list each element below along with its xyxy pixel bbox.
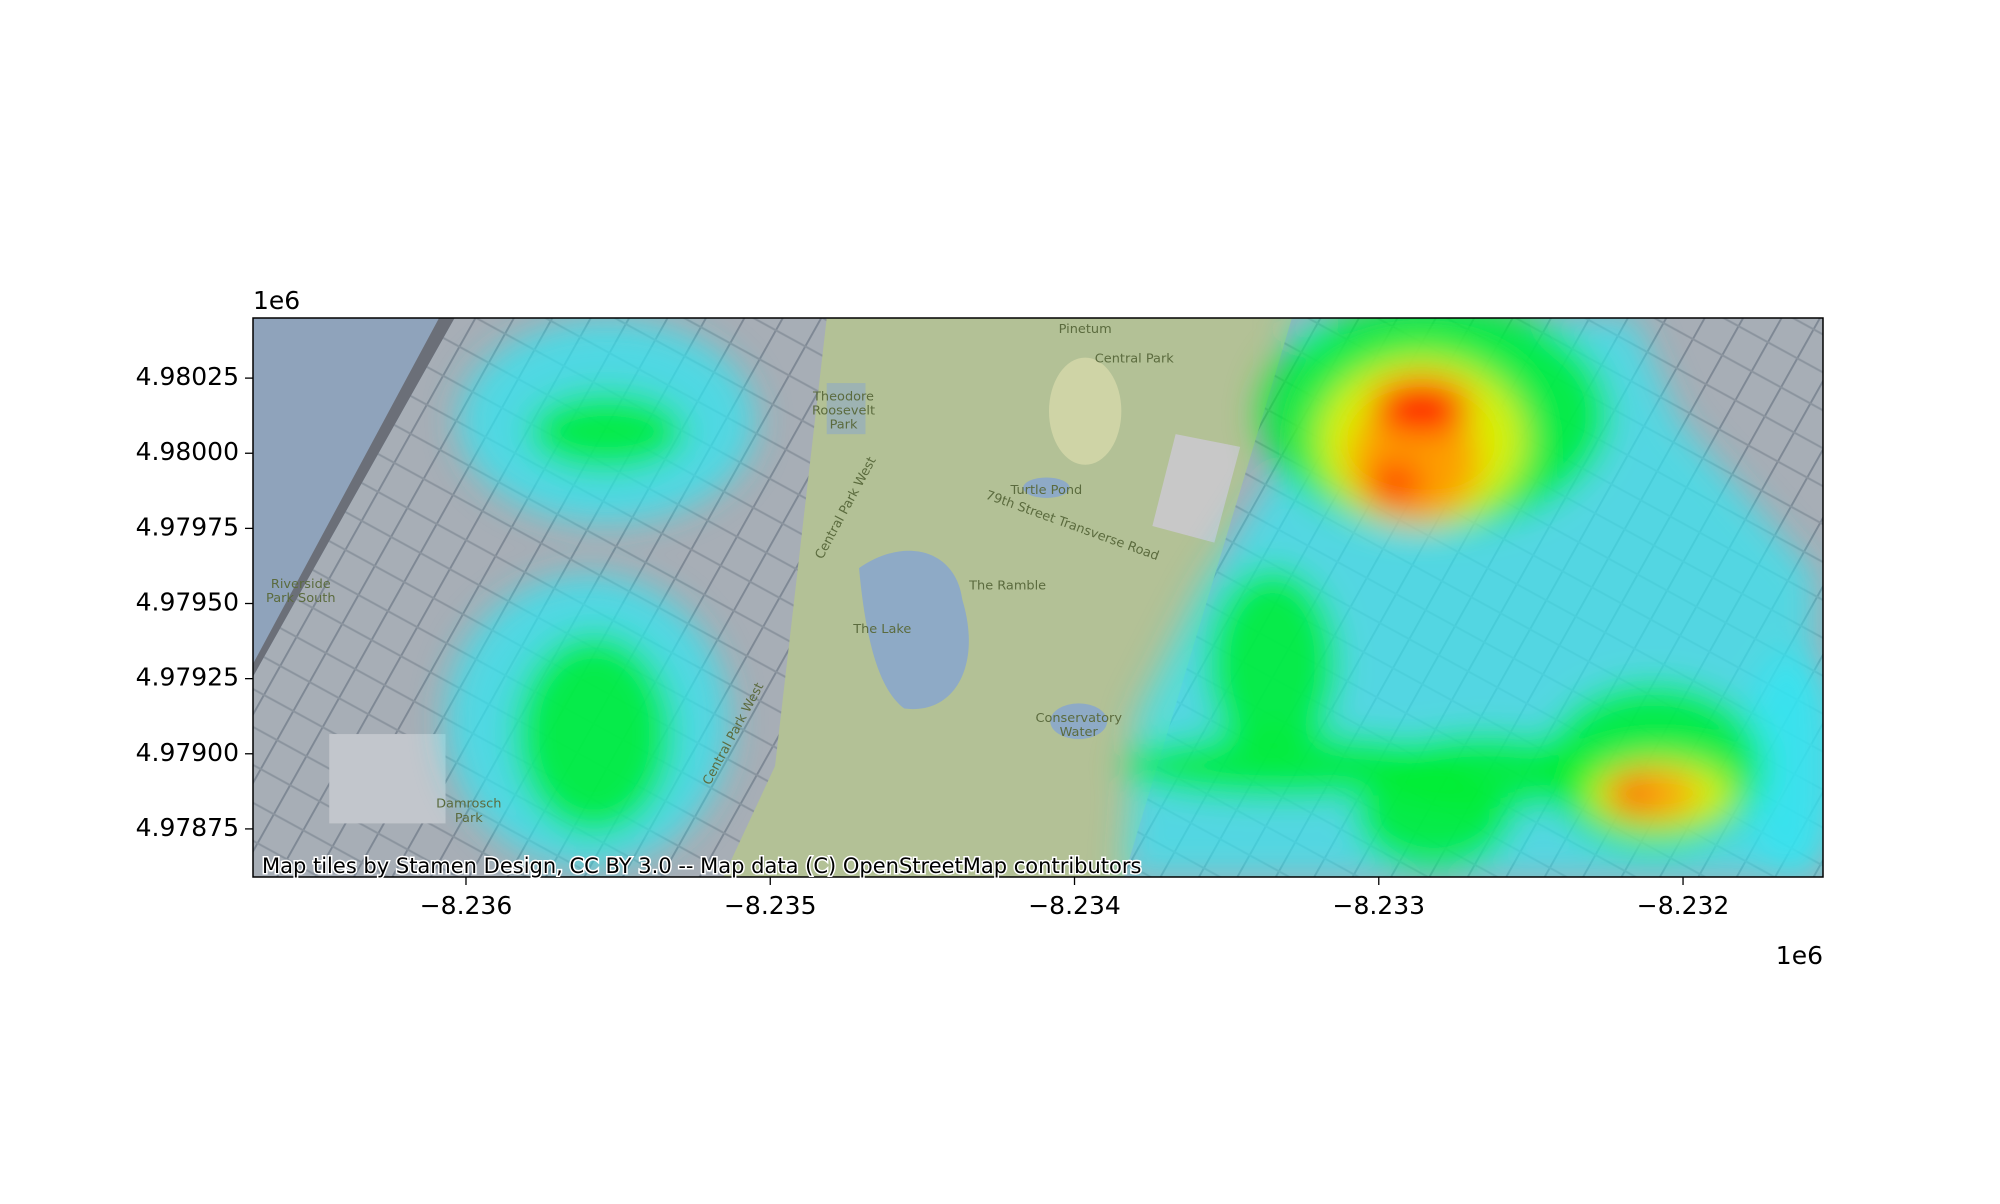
heat-blob	[1356, 765, 1512, 869]
y-tick-label: 4.98000	[136, 437, 239, 466]
y-tick-label: 4.97950	[136, 588, 239, 617]
building	[1152, 434, 1241, 543]
y-tick-label: 4.97975	[136, 512, 239, 541]
map-label: The Lake	[852, 622, 911, 637]
heat-blob	[1369, 463, 1422, 502]
map-label: Pinetum	[1059, 322, 1112, 337]
map-label: Conservatory	[1035, 711, 1122, 726]
heat-blob	[516, 634, 672, 834]
heat-layer	[445, 318, 1823, 877]
lake	[859, 550, 969, 710]
map-label: The Ramble	[968, 579, 1046, 594]
map-label: Roosevelt	[812, 404, 875, 419]
pond	[1050, 703, 1108, 740]
x-tick-label: −8.232	[1637, 891, 1730, 920]
map-label: Park	[830, 418, 858, 433]
map-label: Central Park	[1095, 351, 1175, 366]
y-offset-label: 1e6	[253, 286, 300, 315]
map-label: Damrosch	[436, 797, 501, 812]
y-tick-label: 4.97875	[136, 813, 239, 842]
map-label: Riverside	[271, 577, 331, 592]
heat-blob	[1744, 651, 1823, 877]
heat-blob	[529, 393, 685, 470]
heat-blob	[1123, 734, 1460, 798]
map-label: Park	[455, 811, 483, 826]
map-label: Theodore	[812, 390, 874, 405]
x-tick-label: −8.235	[724, 891, 817, 920]
map-label: Park South	[266, 591, 336, 606]
heat-blob	[1207, 568, 1338, 760]
x-tick-label: −8.234	[1028, 891, 1121, 920]
map-label: Turtle Pond	[1010, 483, 1083, 498]
y-tick-label: 4.97925	[136, 663, 239, 692]
y-tick-label: 4.98025	[136, 362, 239, 391]
x-tick-label: −8.236	[420, 891, 513, 920]
lawn	[1048, 357, 1122, 465]
map-label: Water	[1060, 725, 1099, 740]
attribution: Map tiles by Stamen Design, CC BY 3.0 --…	[262, 854, 1141, 878]
x-tick-label: −8.233	[1333, 891, 1426, 920]
heat-blob	[1617, 774, 1644, 814]
x-offset-label: 1e6	[1776, 941, 1823, 970]
heat-blob	[1372, 377, 1471, 435]
y-tick-label: 4.97900	[136, 738, 239, 767]
pond	[1023, 477, 1070, 498]
axes-frame	[252, 317, 1824, 878]
pond	[826, 383, 866, 435]
building	[329, 734, 446, 824]
